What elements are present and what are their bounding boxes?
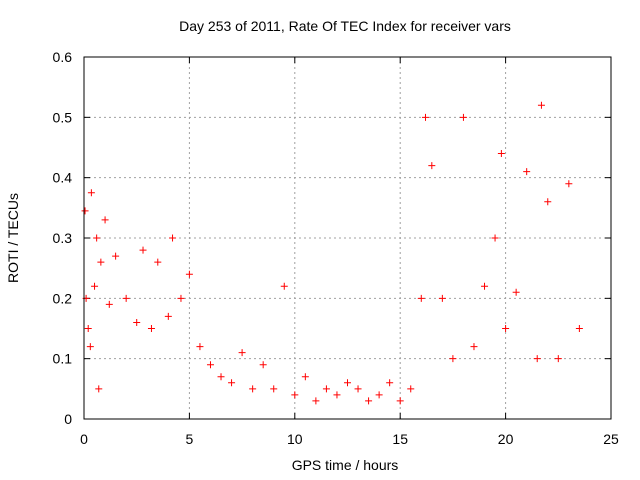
x-tick-label: 0 bbox=[80, 431, 88, 447]
data-point bbox=[86, 343, 94, 351]
y-tick-label: 0.6 bbox=[53, 49, 73, 65]
data-point bbox=[537, 101, 545, 109]
axis-ticks: 0 5 10 15 20 25 0 0.1 0.2 0.3 0.4 0.5 0.6 bbox=[53, 49, 619, 447]
data-point bbox=[196, 343, 204, 351]
data-point bbox=[270, 385, 278, 393]
data-point bbox=[417, 294, 425, 302]
data-point bbox=[169, 234, 177, 242]
data-point bbox=[154, 258, 162, 266]
data-point bbox=[312, 397, 320, 405]
data-point bbox=[185, 270, 193, 278]
data-point bbox=[544, 198, 552, 206]
data-point bbox=[101, 216, 109, 224]
data-point bbox=[87, 189, 95, 197]
data-point bbox=[91, 282, 99, 290]
data-point bbox=[133, 318, 141, 326]
x-tick-label: 10 bbox=[287, 431, 303, 447]
y-tick-label: 0 bbox=[64, 411, 72, 427]
chart-title: Day 253 of 2011, Rate Of TEC Index for r… bbox=[179, 18, 511, 34]
data-point bbox=[164, 312, 172, 320]
data-point bbox=[459, 113, 467, 121]
data-point bbox=[575, 325, 583, 332]
data-point bbox=[438, 294, 446, 302]
data-point bbox=[533, 355, 541, 363]
x-tick-label: 15 bbox=[392, 431, 408, 447]
data-point bbox=[112, 252, 120, 260]
data-point bbox=[512, 288, 520, 296]
data-point bbox=[177, 294, 185, 302]
data-point bbox=[333, 391, 341, 399]
data-point bbox=[565, 180, 573, 188]
data-point bbox=[554, 355, 562, 363]
grid-lines bbox=[84, 57, 611, 419]
data-point bbox=[491, 234, 499, 242]
data-points bbox=[81, 101, 583, 405]
plot-frame bbox=[83, 56, 612, 420]
data-point bbox=[228, 379, 236, 387]
data-point bbox=[206, 361, 214, 369]
y-tick-label: 0.2 bbox=[53, 290, 73, 306]
data-point bbox=[386, 379, 394, 387]
x-tick-label: 20 bbox=[498, 431, 514, 447]
data-point bbox=[375, 391, 383, 399]
x-axis-label: GPS time / hours bbox=[292, 457, 399, 473]
data-point bbox=[502, 325, 510, 332]
data-point bbox=[280, 282, 288, 290]
data-point bbox=[122, 294, 130, 302]
data-point bbox=[139, 246, 147, 254]
data-point bbox=[238, 349, 246, 357]
data-point bbox=[291, 391, 299, 399]
y-tick-label: 0.5 bbox=[53, 109, 73, 125]
data-point bbox=[93, 234, 101, 242]
data-point bbox=[95, 385, 103, 393]
data-point bbox=[396, 397, 404, 405]
data-point bbox=[81, 207, 89, 215]
data-point bbox=[344, 379, 351, 387]
data-point bbox=[407, 385, 415, 393]
data-point bbox=[147, 325, 155, 332]
data-point bbox=[301, 373, 309, 381]
data-point bbox=[322, 385, 330, 393]
data-point bbox=[354, 385, 362, 393]
data-point bbox=[421, 113, 429, 121]
x-tick-label: 25 bbox=[603, 431, 619, 447]
data-point bbox=[481, 282, 489, 290]
data-point bbox=[217, 373, 225, 381]
data-point bbox=[105, 300, 113, 308]
data-point bbox=[84, 325, 92, 332]
y-axis-label: ROTI / TECUs bbox=[5, 193, 21, 283]
data-point bbox=[259, 361, 267, 369]
data-point bbox=[365, 397, 373, 405]
data-point bbox=[523, 168, 531, 176]
data-point bbox=[97, 258, 105, 266]
data-point bbox=[470, 343, 478, 351]
y-tick-label: 0.1 bbox=[53, 351, 73, 367]
data-point bbox=[249, 385, 257, 393]
data-point bbox=[497, 150, 505, 158]
y-tick-label: 0.3 bbox=[53, 230, 73, 246]
x-tick-label: 5 bbox=[186, 431, 194, 447]
y-tick-label: 0.4 bbox=[53, 170, 73, 186]
data-point bbox=[428, 162, 436, 170]
data-point bbox=[449, 355, 457, 363]
